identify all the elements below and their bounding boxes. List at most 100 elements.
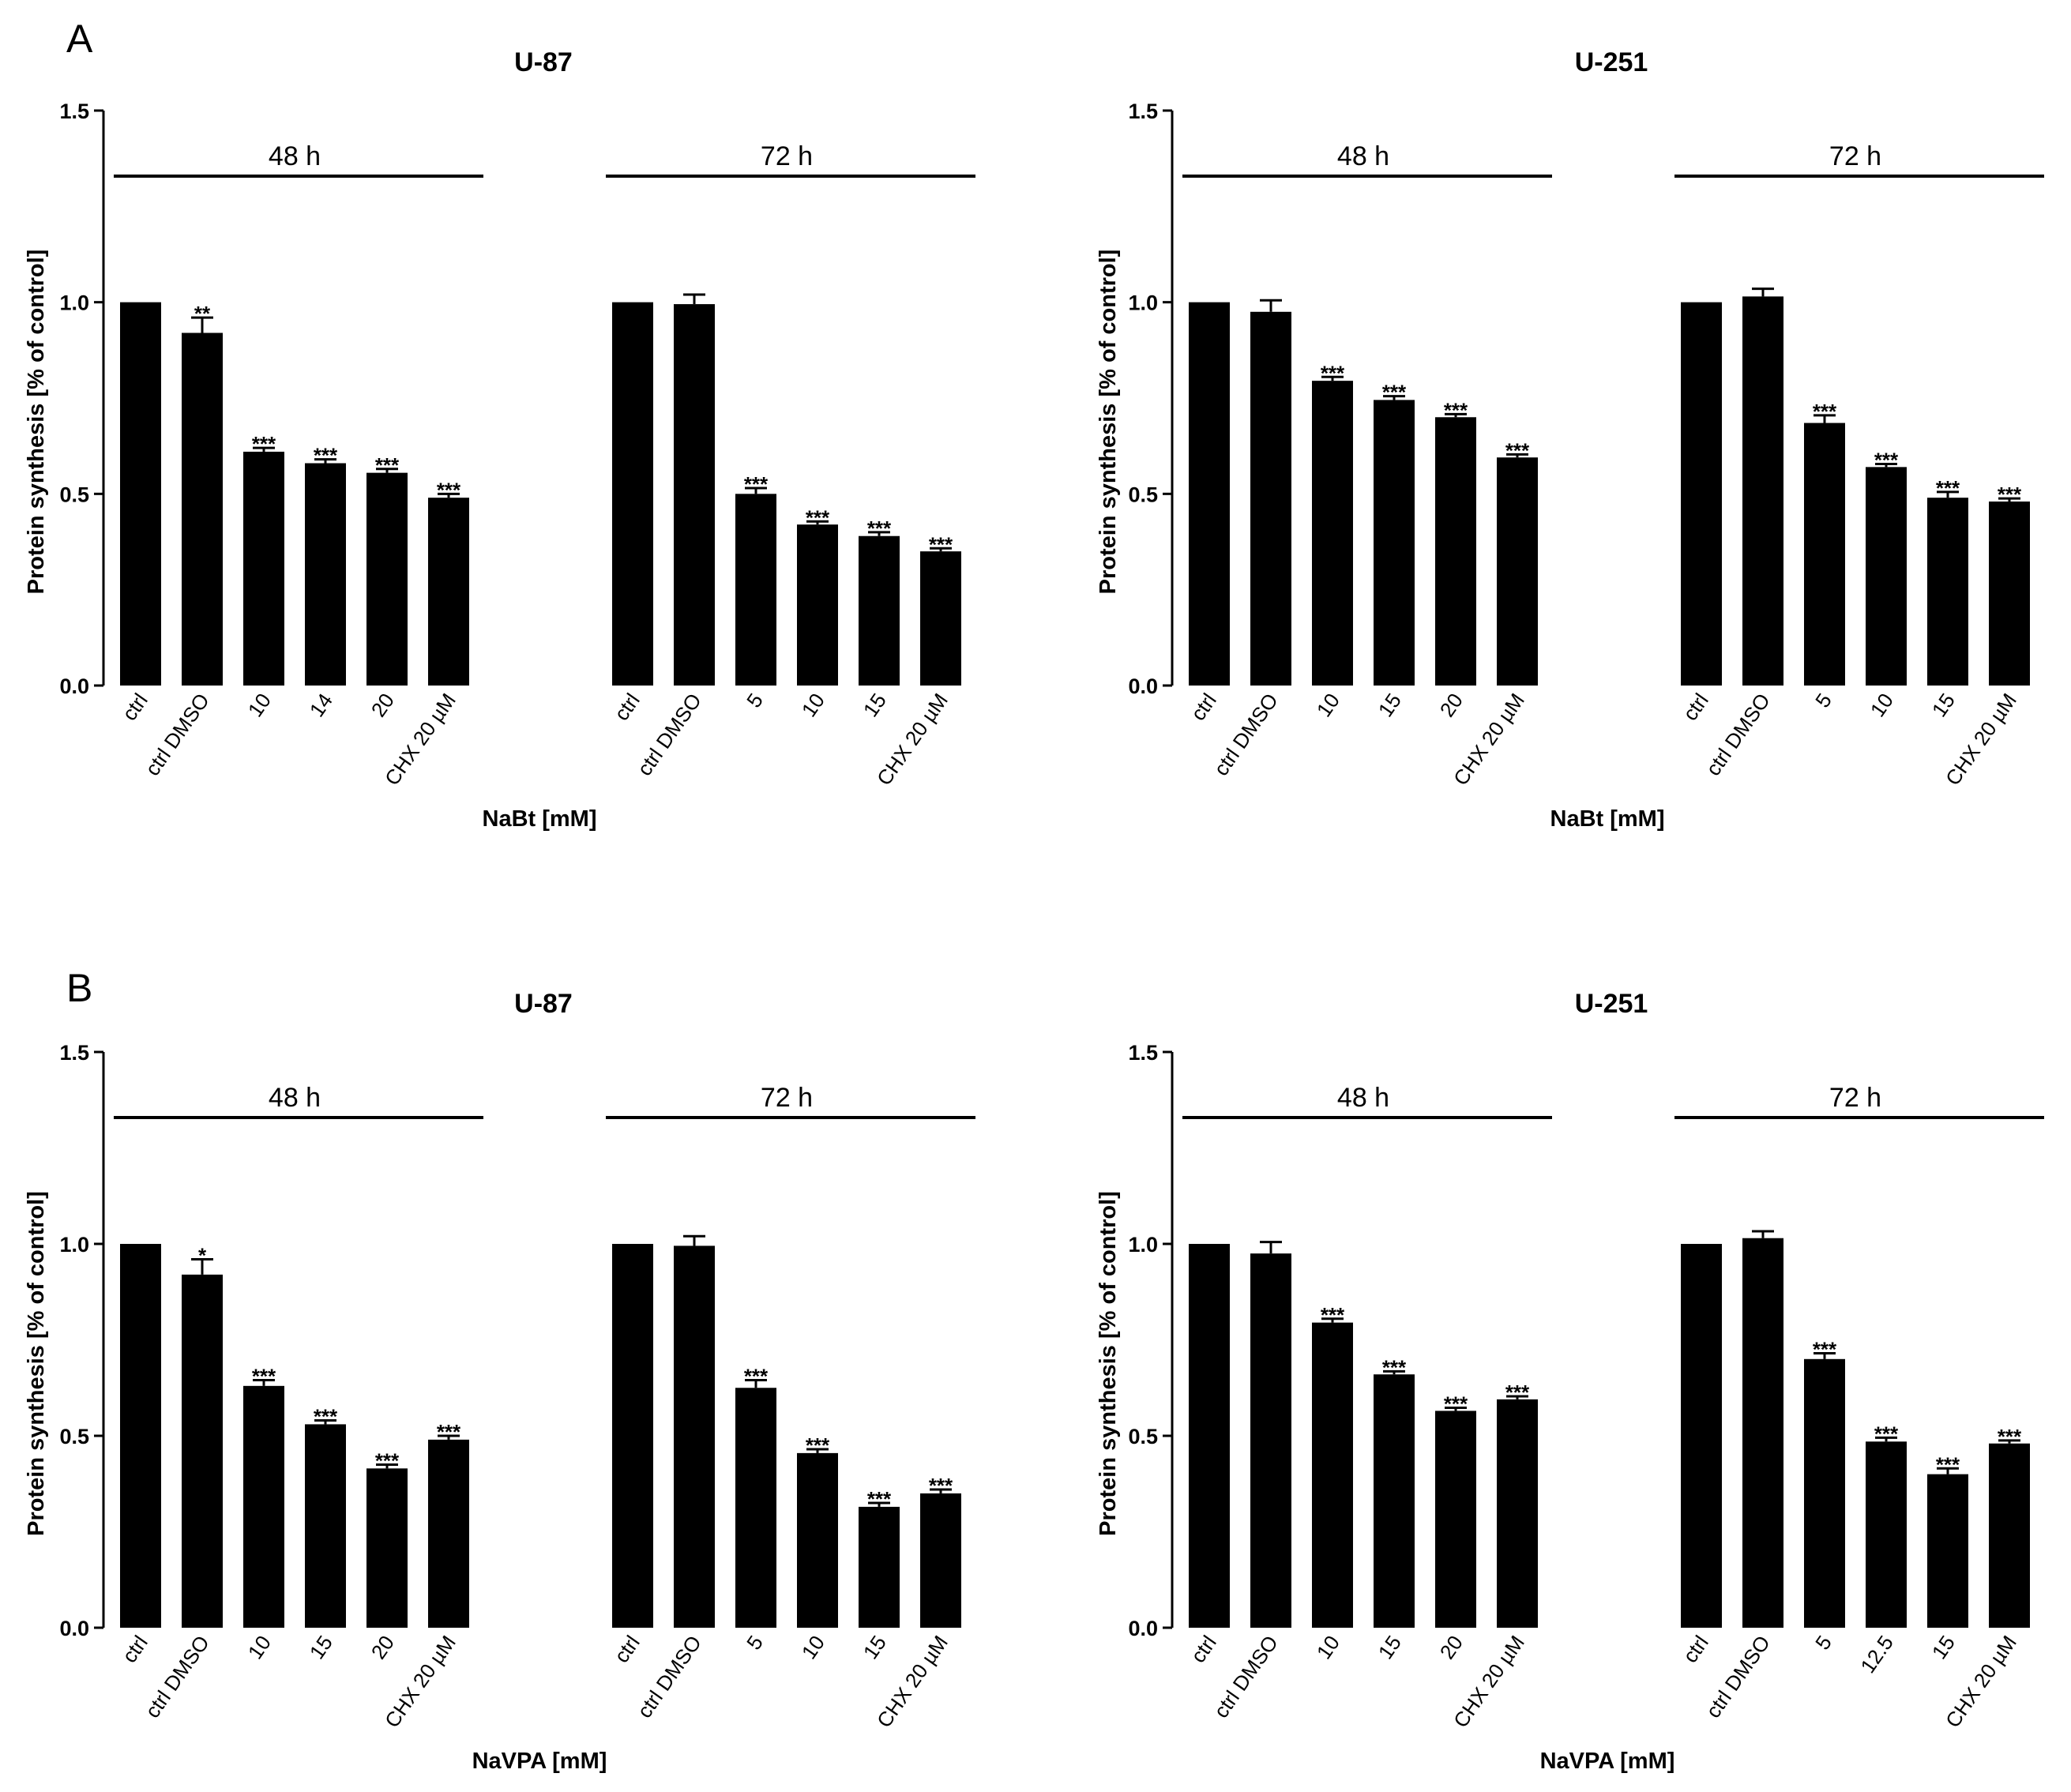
x-tick-label: 10 [1312, 689, 1344, 721]
y-tick-label: 1.5 [59, 100, 89, 123]
bar [120, 1244, 161, 1628]
significance-marker: *** [744, 1365, 769, 1388]
x-tick-label: 15 [1374, 689, 1406, 721]
bar [1312, 1322, 1353, 1628]
x-tick-label: 15 [1927, 689, 1960, 721]
x-axis-label: NaBt [mM] [1550, 806, 1665, 832]
bar [674, 304, 715, 686]
significance-marker: *** [1936, 1452, 1960, 1476]
bar [182, 1274, 223, 1628]
x-tick-label: 5 [1810, 689, 1836, 712]
group-label: 72 h [1829, 1083, 1881, 1113]
x-tick-label: 10 [797, 1631, 829, 1663]
significance-marker: ** [194, 302, 211, 325]
y-axis-label: Protein synthesis [% of control] [24, 1191, 49, 1536]
y-tick-label: 1.0 [1128, 291, 1158, 315]
y-tick-label: 0.5 [59, 483, 89, 506]
significance-marker: *** [437, 478, 461, 502]
bar [243, 1385, 284, 1628]
bar [735, 1388, 776, 1628]
bar [1804, 1358, 1845, 1628]
significance-marker: *** [1936, 476, 1960, 500]
significance-marker: *** [1444, 398, 1468, 422]
bar [1681, 1244, 1722, 1628]
significance-marker: *** [1505, 438, 1530, 462]
significance-marker: *** [806, 505, 830, 529]
group-label: 48 h [269, 1083, 321, 1113]
bar [1989, 1443, 2030, 1628]
group-label: 48 h [269, 141, 321, 171]
significance-marker: *** [867, 1487, 892, 1511]
significance-marker: *** [1998, 1425, 2022, 1448]
significance-marker: *** [1382, 381, 1407, 404]
significance-marker: *** [1998, 483, 2022, 506]
y-tick-label: 0.5 [1128, 483, 1158, 506]
bar [1497, 1399, 1538, 1628]
panel-letter-b: B [66, 966, 93, 1010]
significance-marker: *** [252, 432, 276, 456]
significance-marker: *** [1505, 1381, 1530, 1404]
bar [1374, 1374, 1415, 1628]
group-label: 72 h [1829, 141, 1881, 171]
bar [428, 1439, 469, 1628]
x-tick-label: 5 [1810, 1631, 1836, 1654]
bar [120, 302, 161, 686]
y-tick-label: 1.0 [59, 291, 89, 315]
significance-marker: *** [1874, 448, 1899, 471]
significance-marker: *** [1321, 361, 1345, 385]
significance-marker: *** [929, 532, 953, 556]
significance-marker: *** [929, 1474, 953, 1497]
significance-marker: *** [1321, 1303, 1345, 1327]
y-tick-label: 0.5 [59, 1425, 89, 1448]
y-tick-label: 1.5 [1128, 1041, 1158, 1065]
bar [305, 463, 346, 686]
bar [859, 1506, 900, 1628]
y-axis-label: Protein synthesis [% of control] [1096, 250, 1121, 595]
significance-marker: *** [744, 472, 769, 496]
y-tick-label: 1.0 [1128, 1233, 1158, 1257]
significance-marker: *** [806, 1433, 830, 1457]
bar [428, 498, 469, 686]
x-tick-label: 10 [243, 689, 276, 721]
x-tick-label: 20 [1435, 689, 1468, 721]
x-tick-label: ctrl [1186, 1631, 1220, 1667]
y-axis-label: Protein synthesis [% of control] [1096, 1191, 1121, 1536]
x-tick-label: ctrl [1678, 689, 1712, 725]
x-tick-label: 10 [1312, 1631, 1344, 1663]
significance-marker: *** [1382, 1355, 1407, 1379]
y-tick-label: 1.5 [1128, 100, 1158, 123]
significance-marker: *** [1813, 1338, 1837, 1362]
x-tick-label: 5 [742, 1631, 768, 1654]
bar [920, 1493, 961, 1628]
x-tick-label: 20 [366, 689, 399, 721]
x-axis-label: NaBt [mM] [483, 806, 597, 832]
bar [612, 302, 653, 686]
x-tick-label: 15 [305, 1631, 337, 1663]
significance-marker: *** [375, 1448, 400, 1472]
chart-title: U-87 [514, 47, 573, 77]
x-tick-label: 20 [366, 1631, 399, 1663]
group-label: 72 h [761, 141, 813, 171]
x-axis-label: NaVPA [mM] [472, 1749, 607, 1774]
x-tick-label: 12.5 [1855, 1631, 1898, 1677]
y-tick-label: 0.5 [1128, 1425, 1158, 1448]
x-tick-label: ctrl [609, 1631, 644, 1667]
significance-marker: *** [314, 444, 338, 468]
bar [1250, 1253, 1291, 1628]
group-label: 48 h [1337, 1083, 1389, 1113]
x-tick-label: 14 [305, 689, 337, 721]
chart-title: U-87 [514, 989, 573, 1019]
significance-marker: *** [1813, 400, 1837, 423]
y-axis-label: Protein synthesis [% of control] [24, 250, 49, 595]
bar [1866, 1441, 1907, 1628]
significance-marker: *** [252, 1365, 276, 1388]
y-tick-label: 1.0 [59, 1233, 89, 1257]
x-tick-label: 20 [1435, 1631, 1468, 1663]
bar [1189, 1244, 1230, 1628]
x-tick-label: ctrl [1186, 689, 1220, 725]
significance-marker: *** [375, 453, 400, 477]
bar [1927, 498, 1968, 686]
group-label: 48 h [1337, 141, 1389, 171]
bar [735, 494, 776, 686]
